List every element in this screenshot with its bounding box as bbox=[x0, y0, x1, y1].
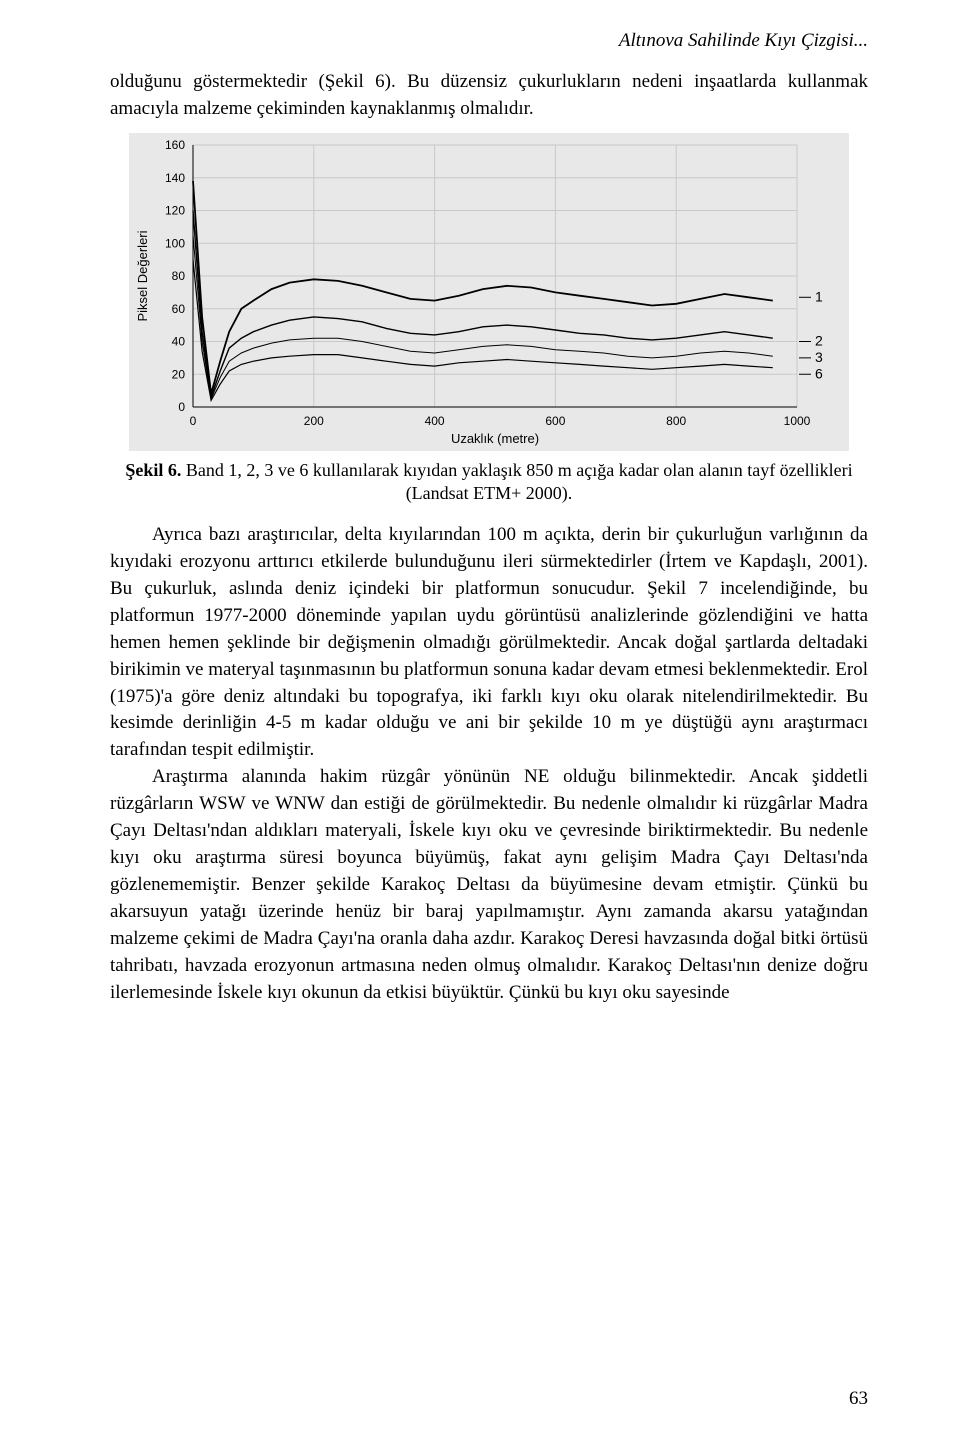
svg-text:60: 60 bbox=[172, 302, 186, 316]
line-chart-svg: 0 20 40 60 80 100 120 140 160 0 200 400 600 800 1000 1 2… bbox=[129, 133, 849, 451]
figure-6-caption: Şekil 6. Band 1, 2, 3 ve 6 kullanılarak … bbox=[110, 459, 868, 506]
svg-text:0: 0 bbox=[190, 414, 197, 428]
svg-text:160: 160 bbox=[165, 138, 185, 152]
page-number: 63 bbox=[849, 1386, 868, 1413]
figure-6-chart: 0 20 40 60 80 100 120 140 160 0 200 400 600 800 1000 1 2… bbox=[110, 133, 868, 451]
svg-text:2: 2 bbox=[815, 332, 823, 348]
caption-text: Band 1, 2, 3 ve 6 kullanılarak kıyıdan y… bbox=[181, 460, 852, 503]
svg-text:1: 1 bbox=[815, 288, 823, 304]
svg-text:120: 120 bbox=[165, 203, 185, 217]
running-head: Altınova Sahilinde Kıyı Çizgisi... bbox=[110, 28, 868, 55]
caption-label: Şekil 6. bbox=[125, 460, 181, 480]
svg-text:800: 800 bbox=[666, 414, 686, 428]
svg-text:Uzaklık (metre): Uzaklık (metre) bbox=[451, 431, 539, 446]
svg-text:20: 20 bbox=[172, 367, 186, 381]
paragraph-body-1: Ayrıca bazı araştırıcılar, delta kıyılar… bbox=[110, 522, 868, 765]
svg-text:3: 3 bbox=[815, 349, 823, 365]
paragraph-intro: olduğunu göstermektedir (Şekil 6). Bu dü… bbox=[110, 69, 868, 123]
svg-text:80: 80 bbox=[172, 269, 186, 283]
svg-text:40: 40 bbox=[172, 334, 186, 348]
svg-text:400: 400 bbox=[425, 414, 445, 428]
svg-text:Piksel Değerleri: Piksel Değerleri bbox=[135, 230, 150, 321]
svg-text:0: 0 bbox=[178, 400, 185, 414]
svg-text:1000: 1000 bbox=[784, 414, 811, 428]
svg-text:100: 100 bbox=[165, 236, 185, 250]
svg-text:600: 600 bbox=[545, 414, 565, 428]
svg-text:200: 200 bbox=[304, 414, 324, 428]
svg-text:140: 140 bbox=[165, 171, 185, 185]
paragraph-body-2: Araştırma alanında hakim rüzgâr yönünün … bbox=[110, 764, 868, 1007]
svg-text:6: 6 bbox=[815, 365, 823, 381]
